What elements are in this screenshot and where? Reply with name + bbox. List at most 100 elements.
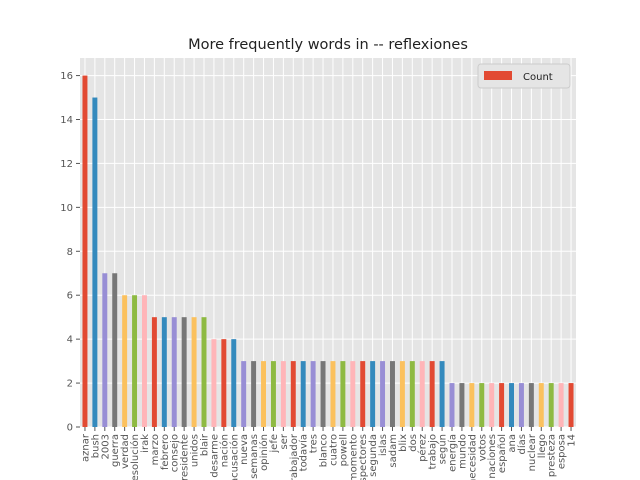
x-tick-label: blair (200, 433, 211, 456)
legend: Count (477, 63, 571, 89)
bar (181, 317, 187, 427)
x-tick-label: islas (378, 434, 389, 456)
bar (142, 295, 147, 427)
x-tick-label: todavía (298, 434, 310, 471)
bar (261, 361, 266, 427)
x-tick-label: nueva (239, 434, 250, 465)
x-tick-label: 2003 (100, 434, 111, 459)
x-tick-label: unidos (190, 434, 201, 467)
y-tick-label: 14 (60, 115, 73, 126)
bar (330, 361, 336, 427)
x-tick-label: según (437, 434, 449, 464)
x-tick-label: nuclear (527, 433, 538, 471)
x-tick-label: votos (477, 434, 488, 461)
x-tick-label: marzo (150, 434, 161, 465)
x-tick-label: español (497, 434, 508, 473)
bar (558, 383, 564, 427)
bar (340, 361, 346, 427)
legend-box (477, 63, 571, 89)
x-tick-label: blix (398, 434, 409, 452)
bar (82, 75, 88, 428)
x-tick-label: energía (447, 434, 459, 472)
x-tick-label: segunda (368, 434, 379, 477)
x-tick-label: opinión (258, 434, 270, 471)
bar (221, 339, 227, 427)
x-tick-label: días (516, 434, 528, 454)
x-tick-label: febrero (160, 434, 171, 470)
x-tick-label: pérez (417, 434, 429, 462)
x-tick-label: dos (408, 434, 419, 452)
bar (310, 361, 316, 427)
bar (270, 361, 276, 427)
bar (231, 339, 237, 427)
bar (409, 361, 415, 427)
bar (449, 383, 455, 427)
bar (370, 361, 376, 427)
x-tick-label: trabajador (289, 433, 300, 480)
bar (241, 361, 247, 427)
y-tick-label: 10 (60, 203, 73, 214)
bar (518, 383, 524, 427)
bar (280, 361, 286, 427)
bar (350, 361, 356, 427)
x-tick-label: presteza (547, 434, 558, 477)
bar (439, 361, 445, 427)
x-tick-label: cuatro (328, 434, 339, 466)
y-tick-label: 2 (67, 379, 73, 390)
x-tick-label: sadam (388, 434, 399, 468)
chart-title: More frequently words in -- reflexiones (188, 37, 468, 53)
x-tick-label: powell (338, 434, 349, 466)
bar (211, 339, 217, 427)
x-tick-label: guerra (110, 434, 121, 467)
x-tick-label: jefe (269, 434, 280, 454)
bar (469, 383, 475, 427)
x-tick-label: bush (90, 434, 101, 458)
y-tick-label: 0 (67, 423, 73, 434)
bar (538, 383, 544, 427)
x-tick-label: blanco (319, 434, 330, 467)
x-tick-label: nación (218, 434, 230, 467)
x-tick-label: momento (348, 434, 359, 480)
x-tick-label: 14 (567, 434, 578, 447)
bar (429, 361, 435, 427)
legend-label: Count (523, 72, 553, 83)
x-tick-label: llego (537, 434, 548, 458)
x-tick-label: aznar (80, 433, 91, 462)
x-tick-label: desarme (209, 434, 220, 478)
bar (360, 361, 366, 427)
y-tick-label: 4 (67, 335, 73, 346)
bar (509, 383, 514, 427)
x-tick-label: ana (507, 434, 518, 453)
x-tick-label: tres (309, 434, 320, 453)
bars (82, 75, 574, 428)
bar (568, 383, 574, 427)
x-tick-label: inspectores (358, 434, 369, 480)
x-tick-label: mundo (457, 434, 468, 469)
bar (479, 383, 485, 427)
x-tick-label: verdad (120, 434, 131, 469)
x-tick-label: irak (140, 434, 151, 453)
bar (122, 295, 128, 427)
x-tick-label: acusación (228, 434, 240, 480)
y-tick-label: 16 (60, 71, 73, 82)
bar (171, 317, 177, 427)
bar (290, 361, 296, 427)
y-tick-label: 8 (67, 247, 73, 258)
bar (399, 361, 405, 427)
x-tick-label: necesidad (467, 434, 478, 480)
bar (112, 273, 118, 427)
bar (528, 383, 534, 427)
x-tick-label: resolución (129, 434, 141, 480)
x-tick-label: semanas (249, 434, 260, 479)
bar (499, 383, 505, 427)
bar (489, 383, 495, 427)
bar (201, 317, 207, 427)
legend-swatch (484, 71, 512, 80)
bar (161, 317, 167, 427)
bar (300, 361, 306, 427)
bar (320, 361, 326, 427)
y-tick-label: 6 (67, 291, 73, 302)
bar (102, 273, 108, 427)
x-tick-label: trabajo (428, 434, 439, 470)
